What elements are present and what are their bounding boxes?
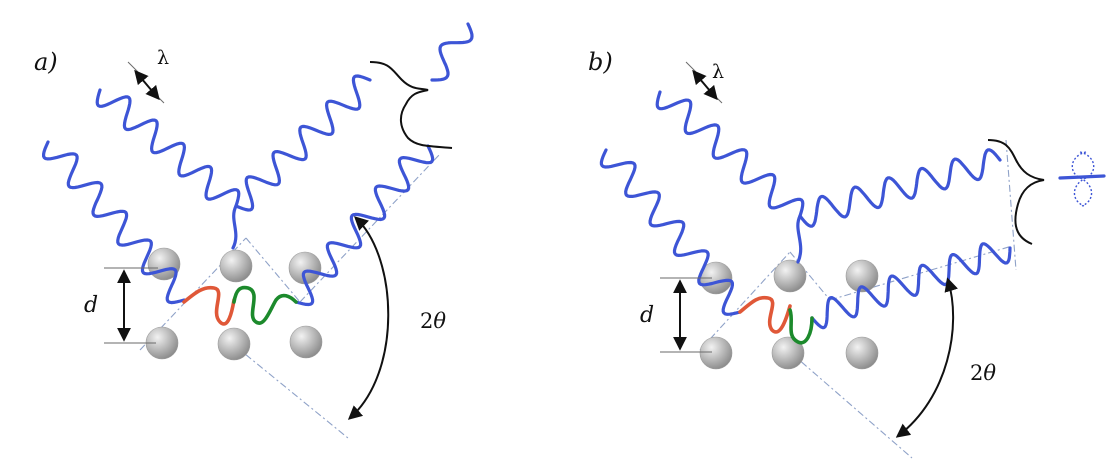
scattered-wave-lower xyxy=(810,242,1012,330)
panel-a: a) xyxy=(34,22,474,439)
cancelled-wave-lobe xyxy=(1073,151,1095,207)
panel-a-result xyxy=(369,22,474,149)
atom xyxy=(845,336,879,370)
panel-a-waves xyxy=(42,74,435,326)
scattered-wave-upper xyxy=(234,74,372,212)
path-difference-segment-b xyxy=(788,308,814,345)
atom xyxy=(771,336,805,370)
scattered-direction-line xyxy=(299,153,441,303)
cancelled-wave-icon xyxy=(1058,151,1106,207)
double-arrow-icon xyxy=(692,69,718,101)
wavelength-tick xyxy=(127,61,139,73)
wavelength-tick xyxy=(685,61,697,73)
panel-a-angle-marker: 2θ xyxy=(347,216,446,420)
incident-wave-upper xyxy=(655,90,805,218)
flat-wave-line xyxy=(1058,174,1106,180)
wavelength-symbol: λ xyxy=(712,61,724,83)
panel-b-label: b) xyxy=(588,48,613,76)
angle-arc-icon xyxy=(895,277,958,438)
angle-arc-icon xyxy=(347,216,390,420)
curly-brace-icon xyxy=(369,61,453,149)
incident-direction-line xyxy=(789,351,913,459)
scattered-wave-lower xyxy=(294,144,435,307)
path-difference-segment-b xyxy=(232,285,298,325)
incident-wave-lower xyxy=(599,148,742,316)
incident-direction-line xyxy=(233,344,349,439)
panel-b-angle-marker: 2θ xyxy=(895,277,996,438)
atom xyxy=(289,325,323,359)
wavelength-symbol: λ xyxy=(157,47,169,69)
angle-label: 2θ xyxy=(420,309,446,333)
panel-a-spacing-marker: d xyxy=(84,267,158,344)
wave-link xyxy=(231,204,238,250)
spacing-symbol: d xyxy=(84,293,98,318)
panel-a-wavelength-marker: λ xyxy=(127,47,169,104)
lattice-plane-line xyxy=(699,251,791,351)
lattice-plane-line xyxy=(245,237,301,303)
spacing-symbol: d xyxy=(640,303,654,328)
atom xyxy=(845,259,879,293)
path-difference-segment-a xyxy=(738,295,792,334)
panel-b-crystal-lattice xyxy=(699,259,879,370)
atom xyxy=(699,336,733,370)
incident-wave-upper xyxy=(95,88,241,208)
double-arrow-icon xyxy=(134,69,160,101)
panel-a-label: a) xyxy=(34,48,58,76)
angle-label: 2θ xyxy=(970,361,996,385)
panel-b-result xyxy=(987,139,1106,245)
summed-wave-icon xyxy=(430,22,474,82)
lattice-plane-line xyxy=(789,251,831,301)
incident-wave-lower xyxy=(42,140,186,305)
panel-b-wavelength-marker: λ xyxy=(685,61,724,104)
phase-reference-line xyxy=(1005,139,1017,271)
atom xyxy=(217,327,251,361)
panel-b: b) λ xyxy=(588,48,1106,459)
atom xyxy=(773,259,807,293)
curly-brace-icon xyxy=(987,139,1045,245)
panel-b-spacing-marker: d xyxy=(640,277,712,353)
scattered-wave-upper xyxy=(798,148,1002,228)
panel-b-waves xyxy=(599,90,1012,345)
path-difference-segment-a xyxy=(182,285,236,326)
cancelled-wave-lobe xyxy=(1071,151,1093,207)
atom xyxy=(219,249,253,283)
wave-link xyxy=(796,214,803,264)
